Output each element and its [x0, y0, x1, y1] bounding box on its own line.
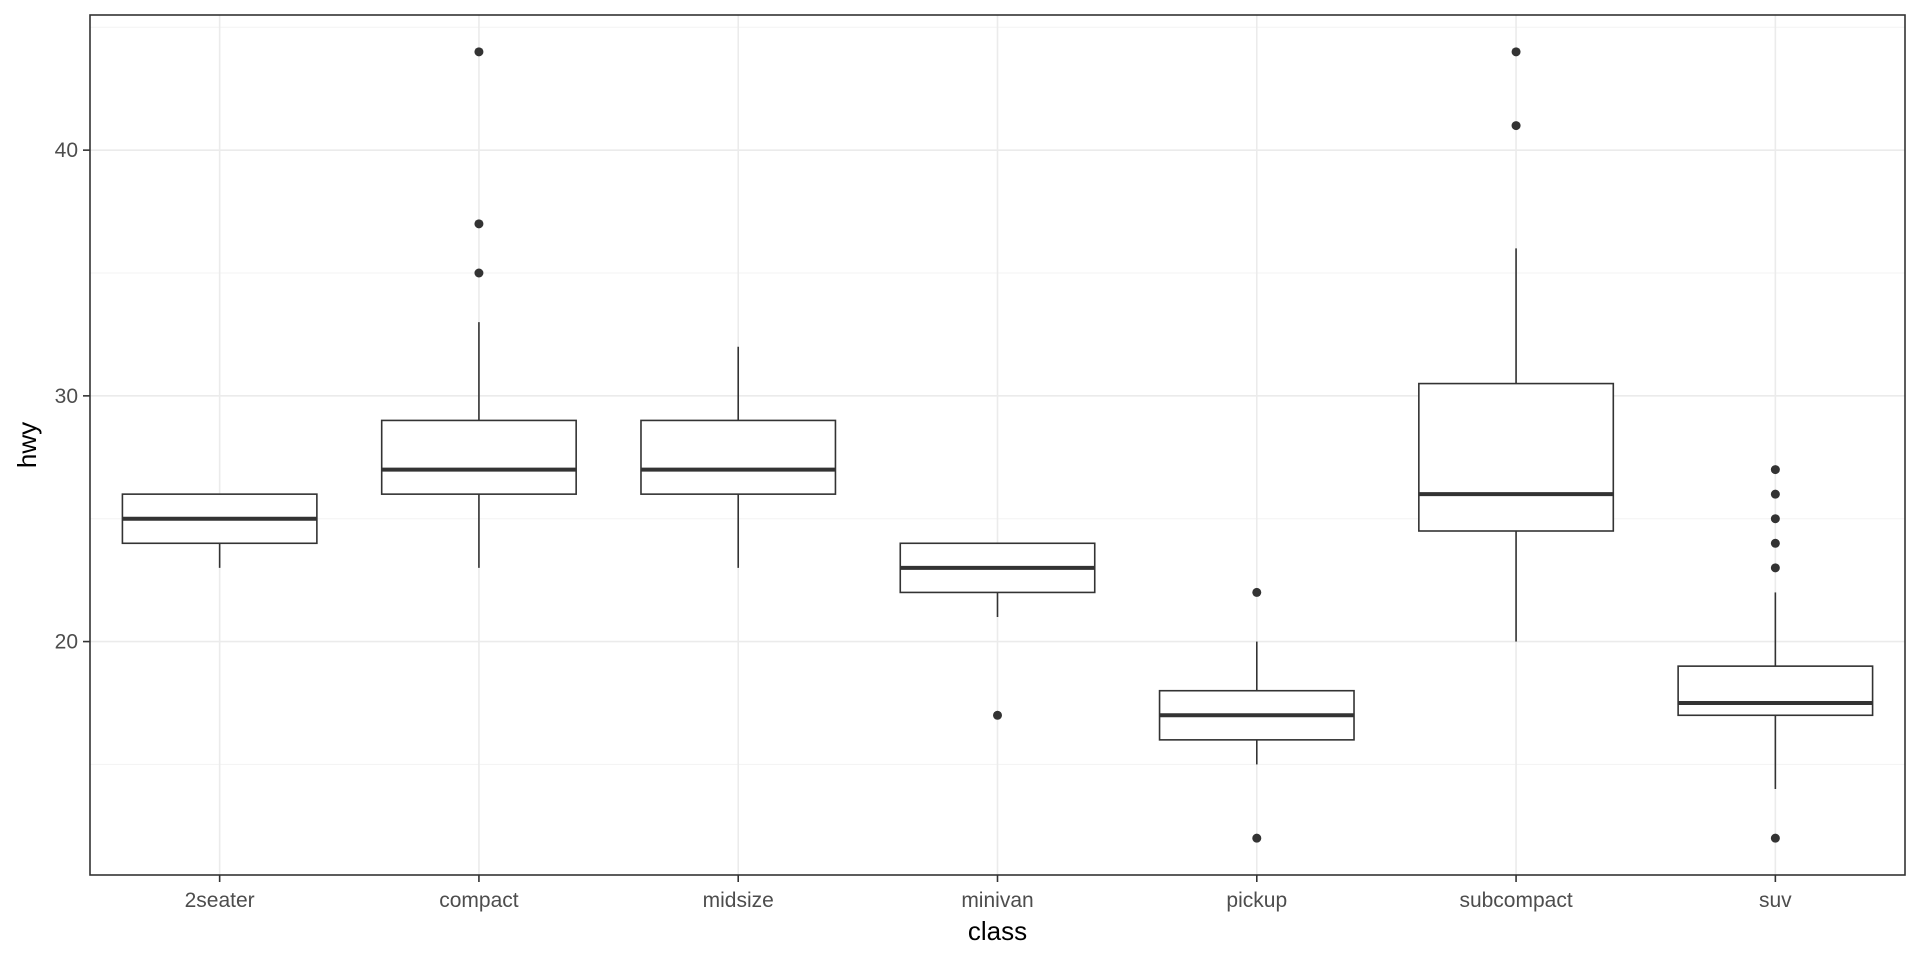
box-suv [1677, 465, 1874, 843]
outlier-point [474, 219, 484, 229]
outlier-point [1770, 514, 1780, 524]
outlier-point [474, 268, 484, 278]
outlier-point [1511, 121, 1521, 131]
y-tick-label: 30 [55, 385, 78, 408]
axes: 20 30 40 2seater compact midsize minivan pickup… [55, 139, 1793, 912]
box-iqr [640, 419, 837, 495]
x-tick-label: subcompact [1459, 889, 1572, 912]
x-tick-label: 2seater [185, 889, 255, 912]
outlier-point [1511, 47, 1521, 57]
x-tick-label: pickup [1226, 889, 1287, 912]
y-tick-label: 20 [55, 631, 78, 654]
outlier-point [993, 710, 1002, 720]
box-subcompact [1418, 47, 1615, 642]
box-midsize [640, 346, 837, 568]
box-minivan [899, 542, 1096, 720]
x-tick-label: suv [1759, 889, 1792, 912]
box-iqr [1418, 382, 1615, 532]
outlier-point [1770, 563, 1780, 573]
box-2seater [121, 493, 318, 568]
x-tick-label: compact [439, 889, 519, 912]
grid-lines [90, 15, 1905, 875]
y-axis-title: hwy [12, 422, 42, 468]
y-tick-label: 40 [55, 139, 78, 162]
box-iqr [380, 419, 577, 495]
box-compact [380, 47, 577, 568]
x-tick-label: midsize [703, 889, 774, 912]
outlier-point [474, 47, 484, 57]
outlier-point [1770, 465, 1780, 475]
outlier-point [1770, 489, 1780, 499]
outlier-point [1770, 833, 1780, 843]
box-iqr [1677, 665, 1874, 717]
box-pickup [1158, 587, 1355, 843]
outlier-point [1252, 587, 1262, 597]
outlier-point [1770, 538, 1780, 548]
x-axis-title: class [968, 916, 1027, 946]
x-tick-label: minivan [961, 889, 1033, 912]
outlier-point [1252, 833, 1262, 843]
boxes [121, 47, 1874, 843]
